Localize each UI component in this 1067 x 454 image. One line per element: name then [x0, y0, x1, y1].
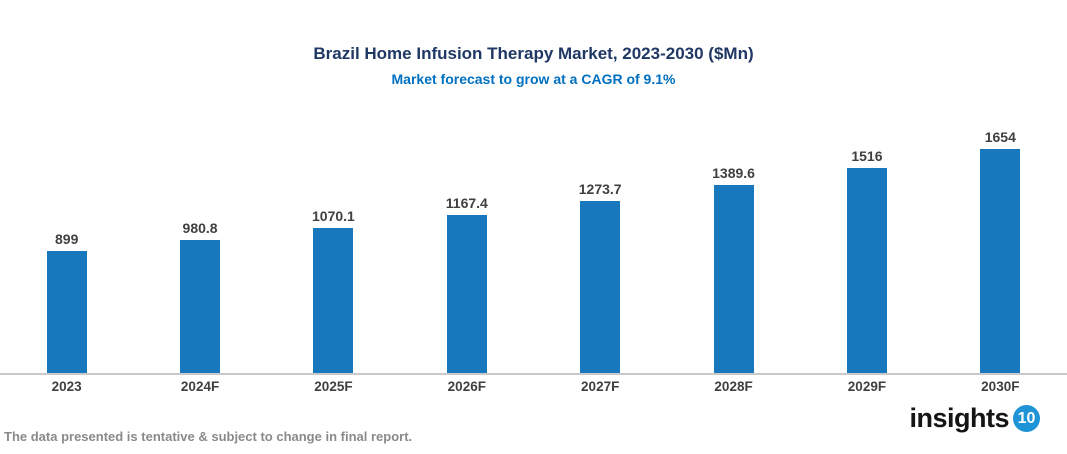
- logo-wordmark: insights: [909, 403, 1009, 433]
- bar: [313, 228, 354, 373]
- bar-column: 1273.7: [534, 181, 667, 373]
- x-axis-label: 2023: [51, 379, 82, 394]
- x-axis-label: 2025F: [314, 379, 353, 394]
- bar-column: 1389.6: [667, 165, 800, 373]
- bar-column: 980.8: [133, 220, 266, 373]
- bar: [980, 149, 1021, 373]
- bar-column: 1516: [800, 148, 933, 373]
- chart-title: Brazil Home Infusion Therapy Market, 202…: [313, 44, 754, 63]
- x-axis-label: 2030F: [981, 379, 1020, 394]
- bar: [180, 240, 221, 373]
- bar-value-label: 1516: [851, 148, 883, 164]
- bar: [46, 251, 87, 373]
- x-axis-label: 2026F: [447, 379, 486, 394]
- plot-area: 899 980.8 1070.1 1167.4 1273.7 1389.6 1516 1654: [0, 113, 1067, 373]
- x-axis-label: 2029F: [847, 379, 887, 394]
- bar-value-label: 1070.1: [312, 208, 355, 224]
- bar-value-label: 1273.7: [578, 181, 622, 197]
- logo-badge-circle-icon: 10: [1013, 405, 1040, 432]
- x-axis-label: 2024F: [180, 379, 220, 394]
- bar-column: 899: [0, 231, 133, 373]
- insights10-logo: insights 10: [909, 405, 1040, 432]
- bar-value-label: 1167.4: [445, 195, 488, 211]
- bar-column: 1654: [934, 129, 1067, 373]
- bar: [713, 185, 754, 373]
- x-axis-label: 2028F: [714, 379, 753, 394]
- chart-subtitle: Market forecast to grow at a CAGR of 9.1…: [391, 71, 676, 87]
- bar-value-label: 1389.6: [712, 165, 755, 181]
- bar-value-label: 1654: [984, 129, 1016, 145]
- bar: [446, 215, 487, 373]
- bar-column: 1070.1: [267, 208, 400, 373]
- bar-value-label: 980.8: [182, 220, 218, 236]
- footer-disclaimer-note: The data presented is tentative & subjec…: [4, 429, 413, 444]
- bar: [846, 168, 887, 373]
- x-axis-label: 2027F: [581, 379, 620, 394]
- x-axis-line: [0, 373, 1067, 375]
- x-axis-labels: 2023 2024F 2025F 2026F 2027F 2028F 2029F 2030F: [0, 379, 1067, 394]
- bar-column: 1167.4: [400, 195, 533, 373]
- bar-value-label: 899: [55, 231, 79, 247]
- bar: [580, 201, 621, 373]
